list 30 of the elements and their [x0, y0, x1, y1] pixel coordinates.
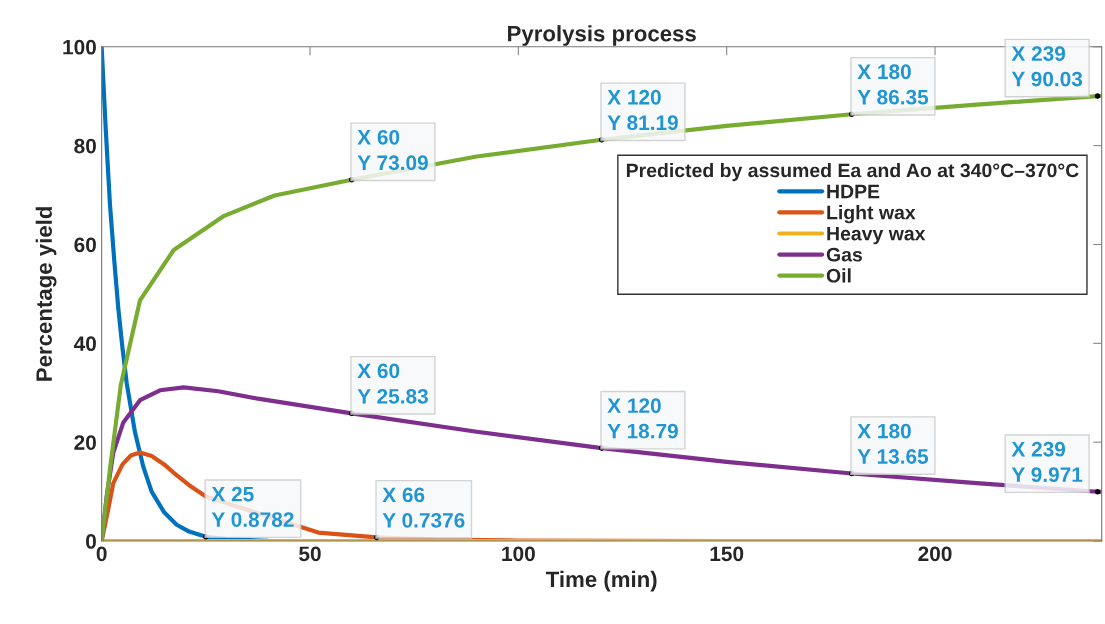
- annotation: X 239 Y 9.971: [1011, 441, 1083, 483]
- annotation: X 120 Y 18.79: [607, 398, 678, 439]
- legend-label: Heavy wax: [827, 226, 926, 245]
- annotation: X 120 Y 81.19: [607, 89, 678, 131]
- legend-label: HDPE: [827, 184, 880, 199]
- y-tick-label: 0: [86, 534, 96, 549]
- legend-label: Light wax: [827, 205, 916, 224]
- y-tick-label: 40: [73, 336, 96, 352]
- annotation: X 239 Y 90.03: [1011, 46, 1083, 87]
- chart-title: Pyrolysis process: [508, 25, 696, 46]
- y-tick-label: 60: [74, 237, 96, 253]
- x-tick-label: 0: [96, 546, 107, 562]
- annotation: X 180 Y 86.35: [857, 64, 929, 105]
- x-tick-label: 50: [299, 546, 321, 562]
- x-tick-label: 100: [502, 546, 535, 562]
- x-axis-title: Time (min): [545, 570, 657, 592]
- x-tick-label: 200: [918, 546, 952, 562]
- y-tick-label: 20: [74, 435, 96, 450]
- annotation: X 25 Y 0.8782: [211, 486, 294, 527]
- legend-label: Oil: [826, 268, 851, 283]
- annotation: X 66 Y 0.7376: [382, 487, 465, 528]
- y-tick-label: 100: [63, 39, 96, 55]
- annotation: X 60 Y 25.83: [357, 363, 428, 404]
- y-tick-label: 80: [74, 138, 96, 154]
- y-axis-title: Percentage yield: [35, 207, 57, 381]
- x-tick-label: 150: [710, 546, 744, 562]
- legend-title: Predicted by assumed Ea and Ao at 340°C–370°C: [626, 163, 1079, 182]
- annotation: X 60 Y 73.09: [357, 129, 428, 171]
- annotation: X 180 Y 13.65: [857, 423, 929, 464]
- legend-label: Gas: [826, 247, 862, 262]
